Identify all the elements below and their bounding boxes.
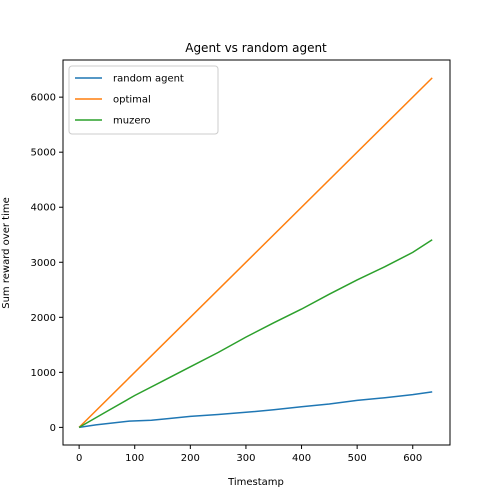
y-tick-label: 6000 <box>31 93 56 104</box>
series-line-optimal <box>78 77 433 428</box>
legend-label-muzero: muzero <box>113 116 151 127</box>
x-tick-label: 500 <box>348 453 367 464</box>
y-tick-label: 0 <box>50 423 56 434</box>
x-axis-label: Timestamp <box>227 477 284 488</box>
y-tick-label: 4000 <box>31 203 56 214</box>
x-tick-label: 300 <box>236 453 255 464</box>
x-tick-label: 0 <box>76 453 82 464</box>
plot-frame <box>62 59 451 446</box>
x-tick-label: 600 <box>403 453 422 464</box>
y-tick-label: 1000 <box>31 368 56 379</box>
y-axis: 0 1000 2000 3000 4000 5000 6000 <box>31 93 63 434</box>
legend-box <box>68 65 219 135</box>
y-tick-label: 5000 <box>31 148 56 159</box>
chart-title: Agent vs random agent <box>185 41 327 55</box>
legend: random agent optimal muzero <box>68 65 219 135</box>
x-tick-label: 100 <box>125 453 144 464</box>
series-layer <box>78 77 433 429</box>
legend-label-random-agent: random agent <box>113 74 184 85</box>
y-tick-label: 2000 <box>31 313 56 324</box>
x-tick-label: 400 <box>292 453 311 464</box>
legend-label-optimal: optimal <box>113 95 151 106</box>
y-axis-label: Sum reward over time <box>1 197 12 309</box>
series-line-muzero <box>78 239 433 429</box>
x-axis: 0 100 200 300 400 500 600 <box>76 445 422 464</box>
x-tick-label: 200 <box>181 453 200 464</box>
series-line-random-agent <box>78 391 433 429</box>
y-tick-label: 3000 <box>31 258 56 269</box>
